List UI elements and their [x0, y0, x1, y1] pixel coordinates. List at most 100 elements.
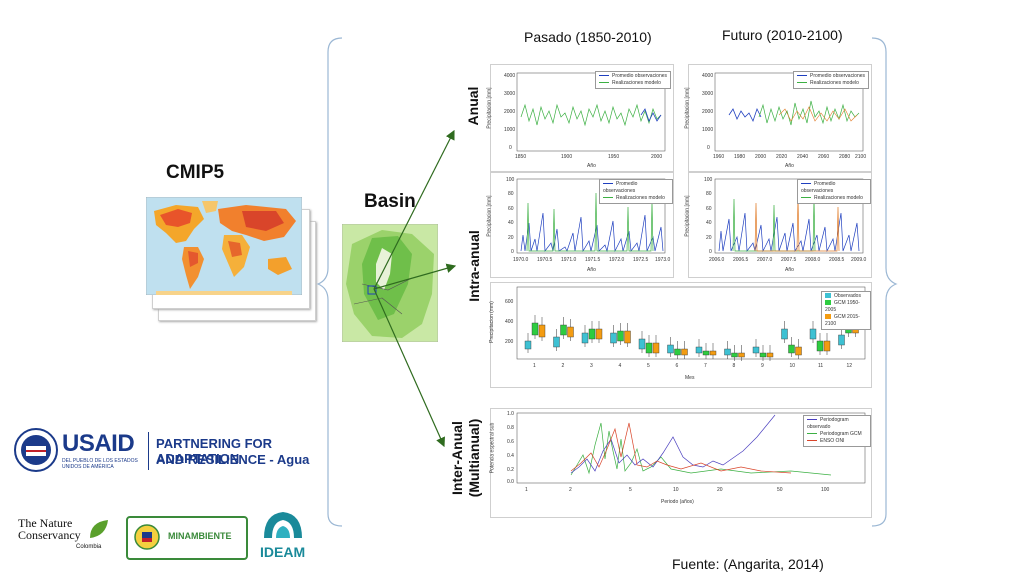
box-1-3	[538, 324, 546, 338]
box-8-1	[724, 348, 731, 356]
row-label-inter-line1: Inter-Anual	[449, 421, 465, 495]
tick: 10	[673, 487, 679, 493]
tnc-logo: The Nature Conservancy Colombia	[18, 516, 118, 556]
month-tick: 10	[789, 363, 796, 369]
box-4-1	[610, 332, 617, 344]
intra-future-model-spikes	[732, 196, 816, 252]
tick: 1950	[608, 154, 620, 160]
tick: 0	[511, 249, 514, 255]
box-9-2	[759, 352, 767, 358]
tick: 80	[508, 191, 514, 197]
month-tick: 6	[675, 363, 679, 369]
usaid-logo-block: USAID DEL PUEBLO DE LOS ESTADOS UNIDOS D…	[14, 426, 314, 482]
tick: 0	[709, 249, 712, 255]
minambiente-logo: MINAMBIENTE	[126, 516, 248, 560]
cmip5-world-map	[146, 197, 302, 295]
minambiente-text: MINAMBIENTE	[168, 531, 232, 541]
tick: 0.2	[507, 467, 514, 473]
box-2-1	[553, 336, 560, 348]
y-axis-label: Precipitacion (mm)	[488, 301, 495, 343]
tick: 2006.5	[733, 257, 749, 263]
tick: 1	[525, 487, 528, 493]
y-axis-label: Precipitacion [mm]	[486, 195, 493, 237]
perio-ocm-series	[570, 422, 832, 476]
cmip5-title: CMIP5	[166, 162, 225, 183]
box-4-3	[624, 330, 631, 344]
tick: 1850	[515, 154, 527, 160]
box-10-2	[788, 344, 795, 354]
tick: 1000	[504, 127, 516, 133]
month-tick: 5	[647, 363, 650, 369]
intra-past-model-spikes	[526, 192, 654, 252]
box-1-1	[524, 340, 532, 350]
box-8-2	[731, 352, 738, 358]
month-tick: 11	[818, 363, 824, 369]
y-axis-label: Precipitacion [mm]	[486, 87, 493, 129]
tick: 2060	[818, 154, 830, 160]
tick: 1972.0	[609, 257, 625, 263]
box-11-2	[816, 340, 824, 352]
basin-title: Basin	[364, 191, 416, 212]
tick: 1.0	[507, 411, 514, 417]
tick: 5	[629, 487, 632, 493]
row-label-intra: Intra-anual	[466, 230, 482, 302]
box-8-3	[738, 352, 745, 358]
arrow-to-intra	[373, 263, 457, 290]
anual-past-plot	[516, 72, 666, 152]
usaid-name: USAID	[62, 430, 135, 457]
anual-past-obs-series	[640, 108, 662, 123]
tick: 3000	[702, 91, 714, 97]
tick: 100	[704, 177, 713, 183]
partnering-line2: AND RESILIENCE - Agua	[156, 452, 310, 467]
tick: 0.6	[507, 439, 514, 445]
periodogram-legend: Periodogram observado Periodogram GCM EN…	[803, 415, 871, 447]
box-6-1	[667, 344, 674, 354]
chart-anual-future: Promedio observaciones Realizaciones mod…	[684, 64, 872, 172]
legend-obs: Promedio observaciones	[599, 73, 667, 80]
box-4-2	[617, 330, 624, 342]
tick: 200	[505, 339, 514, 345]
y-axis-label: Precipitacion [mm]	[684, 87, 691, 129]
month-tick: 2	[561, 363, 565, 369]
month-tick: 1	[533, 363, 536, 369]
box-7-1	[695, 346, 703, 354]
legend-model: Realizaciones modelo	[603, 195, 669, 202]
box-3-3	[595, 328, 603, 340]
legend-obs: Observados	[825, 293, 867, 300]
box-11-1	[809, 328, 817, 340]
x-axis-label: Año	[785, 163, 794, 169]
tick: 2007.5	[781, 257, 797, 263]
tick: 20	[717, 487, 723, 493]
tick: 2000	[755, 154, 767, 160]
box-10-3	[795, 346, 802, 356]
chart-anual-past: Promedio observaciones Realizaciones mod…	[486, 64, 674, 172]
box-7-2	[702, 350, 710, 356]
chart-periodogram: Periodogram observado Periodogram GCM EN…	[489, 408, 872, 518]
box-2-2	[560, 324, 567, 336]
tick: 2000	[651, 154, 663, 160]
tick: 2040	[797, 154, 809, 160]
month-tick: 9	[761, 363, 764, 369]
x-axis-label: Periodo (años)	[661, 499, 694, 505]
box-11-3	[823, 340, 831, 352]
x-axis-label: Año	[587, 267, 596, 273]
past-column-title: Pasado (1850-2010)	[524, 29, 652, 45]
month-tick: 4	[618, 363, 622, 369]
tick: 1972.5	[633, 257, 649, 263]
tick: 400	[505, 319, 514, 325]
intra-past-obs-spikes	[520, 212, 664, 253]
tick: 20	[706, 235, 712, 241]
tick: 1971.5	[585, 257, 601, 263]
legend-obs: Promedio observaciones	[603, 181, 638, 194]
tick: 0	[707, 145, 710, 151]
box-9-1	[752, 346, 760, 354]
tnc-line1: The Nature	[18, 516, 73, 530]
tick: 1970.0	[513, 257, 529, 263]
future-column-title: Futuro (2010-2100)	[722, 27, 843, 43]
month-tick: 3	[590, 363, 593, 369]
periodogram-plot	[516, 412, 866, 484]
tick: 2009.0	[851, 257, 867, 263]
ideam-logo: IDEAM	[256, 508, 312, 562]
legend-perio-enso: ENSO ONI	[807, 438, 867, 445]
